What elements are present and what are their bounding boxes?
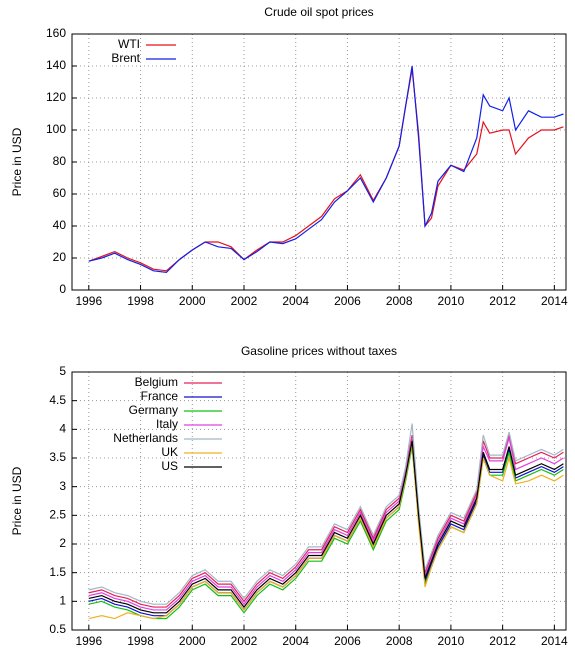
y-tick-label: 20: [53, 250, 67, 264]
y-axis-label: Price in USD: [10, 466, 24, 535]
y-tick-label: 40: [53, 218, 67, 232]
y-tick-label: 160: [46, 26, 66, 40]
plot-frame: [71, 371, 567, 631]
y-tick-label: 100: [46, 122, 66, 136]
x-tick-label: 1996: [75, 294, 102, 308]
legend-label: Italy: [156, 417, 178, 431]
x-tick-label: 1996: [75, 634, 102, 648]
x-tick-label: 2012: [489, 634, 516, 648]
legend-label: Germany: [129, 403, 178, 417]
y-tick-label: 0.5: [49, 622, 66, 636]
series-line: [88, 69, 564, 272]
x-tick-label: 2006: [334, 634, 361, 648]
x-tick-label: 1998: [127, 294, 154, 308]
x-tick-label: 2000: [179, 294, 206, 308]
y-tick-label: 0: [59, 282, 66, 296]
series-line: [88, 65, 564, 274]
chart-title: Gasoline prices without taxes: [241, 344, 397, 358]
x-tick-label: 2012: [489, 294, 516, 308]
legend-label: US: [161, 459, 178, 473]
y-tick-label: 2.5: [49, 508, 66, 522]
series-line: [88, 437, 564, 611]
y-tick-label: 3.5: [49, 450, 66, 464]
x-tick-label: 2002: [231, 294, 258, 308]
x-tick-label: 2004: [282, 634, 309, 648]
x-tick-label: 2010: [438, 634, 465, 648]
legend-label: Brent: [111, 51, 140, 65]
y-tick-label: 60: [53, 186, 67, 200]
series-line: [88, 434, 564, 608]
x-tick-label: 2000: [179, 634, 206, 648]
y-tick-label: 4.5: [49, 393, 66, 407]
legend-label: WTI: [118, 37, 140, 51]
plot-frame: [71, 33, 567, 291]
y-axis-label: Price in USD: [10, 127, 24, 196]
x-tick-label: 2008: [386, 294, 413, 308]
x-tick-label: 2008: [386, 634, 413, 648]
x-tick-label: 1998: [127, 634, 154, 648]
y-tick-label: 5: [59, 364, 66, 378]
x-tick-label: 2006: [334, 294, 361, 308]
x-tick-label: 2010: [438, 294, 465, 308]
y-tick-label: 1: [59, 594, 66, 608]
legend-label: Belgium: [135, 375, 178, 389]
series-line: [88, 443, 564, 620]
legend-label: France: [141, 389, 179, 403]
y-tick-label: 140: [46, 58, 66, 72]
legend-label: Netherlands: [113, 431, 178, 445]
chart-title: Crude oil spot prices: [264, 5, 373, 19]
x-tick-label: 2004: [282, 294, 309, 308]
y-tick-label: 80: [53, 154, 67, 168]
y-tick-label: 3: [59, 479, 66, 493]
x-tick-label: 2002: [231, 634, 258, 648]
y-tick-label: 1.5: [49, 565, 66, 579]
x-tick-label: 2014: [541, 634, 568, 648]
y-tick-label: 120: [46, 90, 66, 104]
y-tick-label: 4: [59, 422, 66, 436]
series-line: [88, 423, 564, 605]
y-tick-label: 2: [59, 536, 66, 550]
series-line: [88, 440, 564, 614]
legend-label: UK: [161, 445, 178, 459]
x-tick-label: 2014: [541, 294, 568, 308]
